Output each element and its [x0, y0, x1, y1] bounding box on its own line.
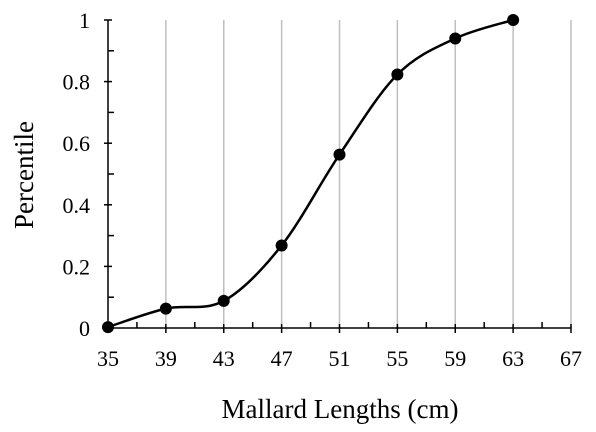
axes — [104, 19, 572, 333]
data-point — [159, 302, 172, 315]
y-tick-label: 0.8 — [63, 70, 91, 95]
series — [102, 14, 520, 334]
y-tick-label: 0.6 — [63, 131, 91, 156]
data-point — [391, 68, 404, 81]
x-tick-label: 35 — [97, 346, 119, 371]
y-tick-label: 0 — [79, 316, 90, 341]
x-tick-label: 59 — [444, 346, 466, 371]
y-axis-title: Percentile — [9, 121, 39, 229]
x-tick-label: 39 — [155, 346, 177, 371]
y-tick-label: 0.2 — [63, 254, 91, 279]
x-tick-label: 63 — [502, 346, 524, 371]
x-tick-label: 43 — [213, 346, 235, 371]
grid — [165, 20, 572, 328]
x-tick-label: 67 — [560, 346, 582, 371]
data-point — [102, 321, 114, 334]
x-tick-label: 51 — [329, 346, 351, 371]
y-tick-label: 1 — [79, 8, 90, 33]
x-tick-label: 55 — [386, 346, 408, 371]
x-tick-labels: 35 39 43 47 51 55 59 63 67 — [97, 346, 582, 371]
y-tick-label: 0.4 — [63, 193, 91, 218]
data-point — [449, 32, 462, 45]
x-tick-label: 47 — [271, 346, 293, 371]
x-axis-title: Mallard Lengths (cm) — [222, 394, 459, 424]
data-point — [217, 294, 230, 307]
data-point — [507, 14, 520, 26]
series-line — [107, 18, 514, 329]
data-point — [275, 239, 288, 252]
y-tick-labels: 0 0.2 0.4 0.6 0.8 1 — [63, 8, 91, 341]
data-point — [333, 148, 346, 161]
